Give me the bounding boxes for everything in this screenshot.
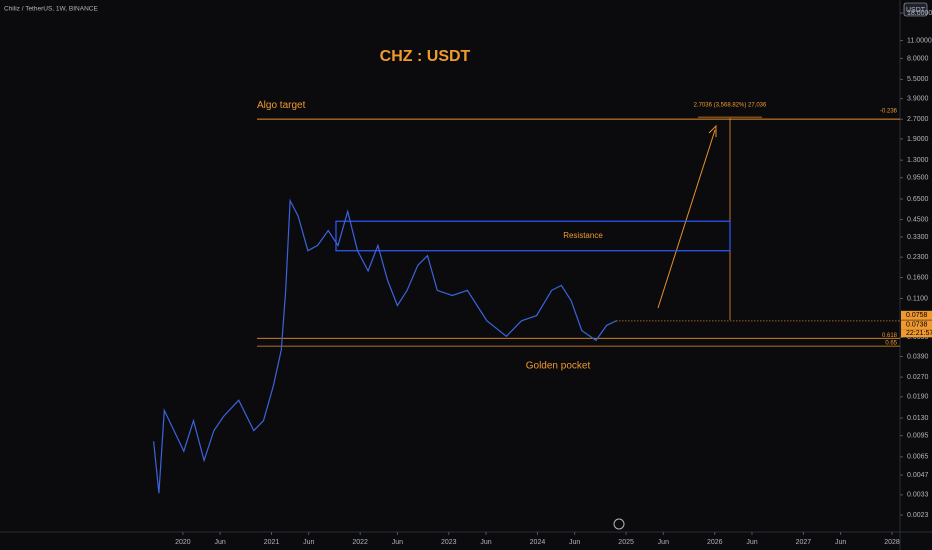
y-tick-label: 11.0000 bbox=[907, 37, 932, 44]
price-line bbox=[153, 198, 617, 494]
y-tick-label: 0.0550 bbox=[907, 334, 929, 341]
x-tick-label: Jun bbox=[569, 539, 580, 546]
x-tick-label: 2025 bbox=[618, 539, 634, 546]
x-tick-label: 2021 bbox=[264, 539, 280, 546]
fib-level-label: 0.618 bbox=[882, 333, 898, 339]
y-tick-label: 3.9000 bbox=[907, 95, 929, 102]
drawing-layer: 18.0000 11.0000 8.0000 5.5000 3.9000 2.7000 1.… bbox=[153, 10, 932, 546]
x-tick-label: 2020 bbox=[175, 539, 191, 546]
symbol-info: Chiliz / TetherUS, 1W, BINANCE bbox=[4, 6, 98, 13]
fib-level-label: 0.65 bbox=[885, 341, 897, 347]
y-tick-label: 0.0095 bbox=[907, 432, 929, 439]
price-tag-label: 0.0758 bbox=[906, 312, 928, 319]
timezone-icon[interactable] bbox=[613, 518, 625, 530]
x-tick-label: 2028 bbox=[884, 539, 900, 546]
x-tick-label: 2027 bbox=[796, 539, 812, 546]
y-tick-label: 0.0390 bbox=[907, 353, 929, 360]
y-tick-label: 0.6500 bbox=[907, 196, 929, 203]
resistance-label: Resistance bbox=[563, 231, 603, 240]
price-tag-label: 0.0738 bbox=[906, 322, 928, 329]
y-tick-label: 0.1100 bbox=[907, 295, 928, 302]
target-label: Algo target bbox=[257, 100, 306, 111]
currency-label[interactable]: USDT bbox=[906, 7, 926, 14]
arrow-head bbox=[708, 124, 717, 137]
countdown-box bbox=[901, 329, 932, 338]
y-tick-label: 1.3000 bbox=[907, 157, 929, 164]
x-tick-label: Jun bbox=[746, 539, 757, 546]
golden-pocket-label: Golden pocket bbox=[526, 361, 591, 372]
y-tick-label: 1.9000 bbox=[907, 136, 929, 143]
y-tick-label: 0.9500 bbox=[907, 175, 929, 182]
x-tick-label: 2023 bbox=[441, 539, 457, 546]
y-tick-label: 0.0190 bbox=[907, 394, 929, 401]
y-tick-label: 0.0270 bbox=[907, 374, 929, 381]
y-tick-label: 2.7000 bbox=[907, 116, 929, 123]
y-tick-label: 0.4500 bbox=[907, 216, 929, 223]
x-tick-label: Jun bbox=[835, 539, 846, 546]
x-tick-label: Jun bbox=[303, 539, 314, 546]
y-tick-label: 18.0000 bbox=[907, 10, 932, 17]
y-tick-label: 0.2300 bbox=[907, 254, 929, 261]
measure-label: 2.7036 (3,568.82%) 27,036 bbox=[694, 103, 767, 109]
x-tick-label: 2022 bbox=[352, 539, 368, 546]
resistance-box bbox=[335, 220, 731, 252]
y-tick-label: 0.3300 bbox=[907, 234, 929, 241]
fib-label: -0.236 bbox=[880, 109, 898, 115]
x-tick-label: Jun bbox=[480, 539, 491, 546]
y-tick-label: 5.5000 bbox=[907, 76, 929, 83]
price-tag bbox=[901, 310, 932, 320]
arrow-line bbox=[657, 129, 716, 309]
x-tick-label: Jun bbox=[392, 539, 403, 546]
countdown: 22:21:57 bbox=[906, 330, 932, 337]
y-tick-label: 0.0065 bbox=[907, 454, 929, 461]
chart-title: CHZ : USDT bbox=[380, 48, 471, 65]
y-tick-label: 0.0023 bbox=[907, 512, 929, 519]
x-tick-label: 2024 bbox=[530, 539, 546, 546]
y-tick-label: 0.1600 bbox=[907, 274, 929, 281]
currency-button[interactable] bbox=[903, 2, 928, 17]
y-tick-label: 0.0130 bbox=[907, 415, 929, 422]
price-tag bbox=[901, 320, 932, 330]
y-tick-label: 0.0033 bbox=[907, 492, 929, 499]
x-tick-label: Jun bbox=[658, 539, 669, 546]
x-tick-label: Jun bbox=[214, 539, 225, 546]
y-tick-label: 0.0047 bbox=[907, 472, 929, 479]
y-tick-label: 8.0000 bbox=[907, 55, 929, 62]
x-tick-label: 2026 bbox=[707, 539, 723, 546]
